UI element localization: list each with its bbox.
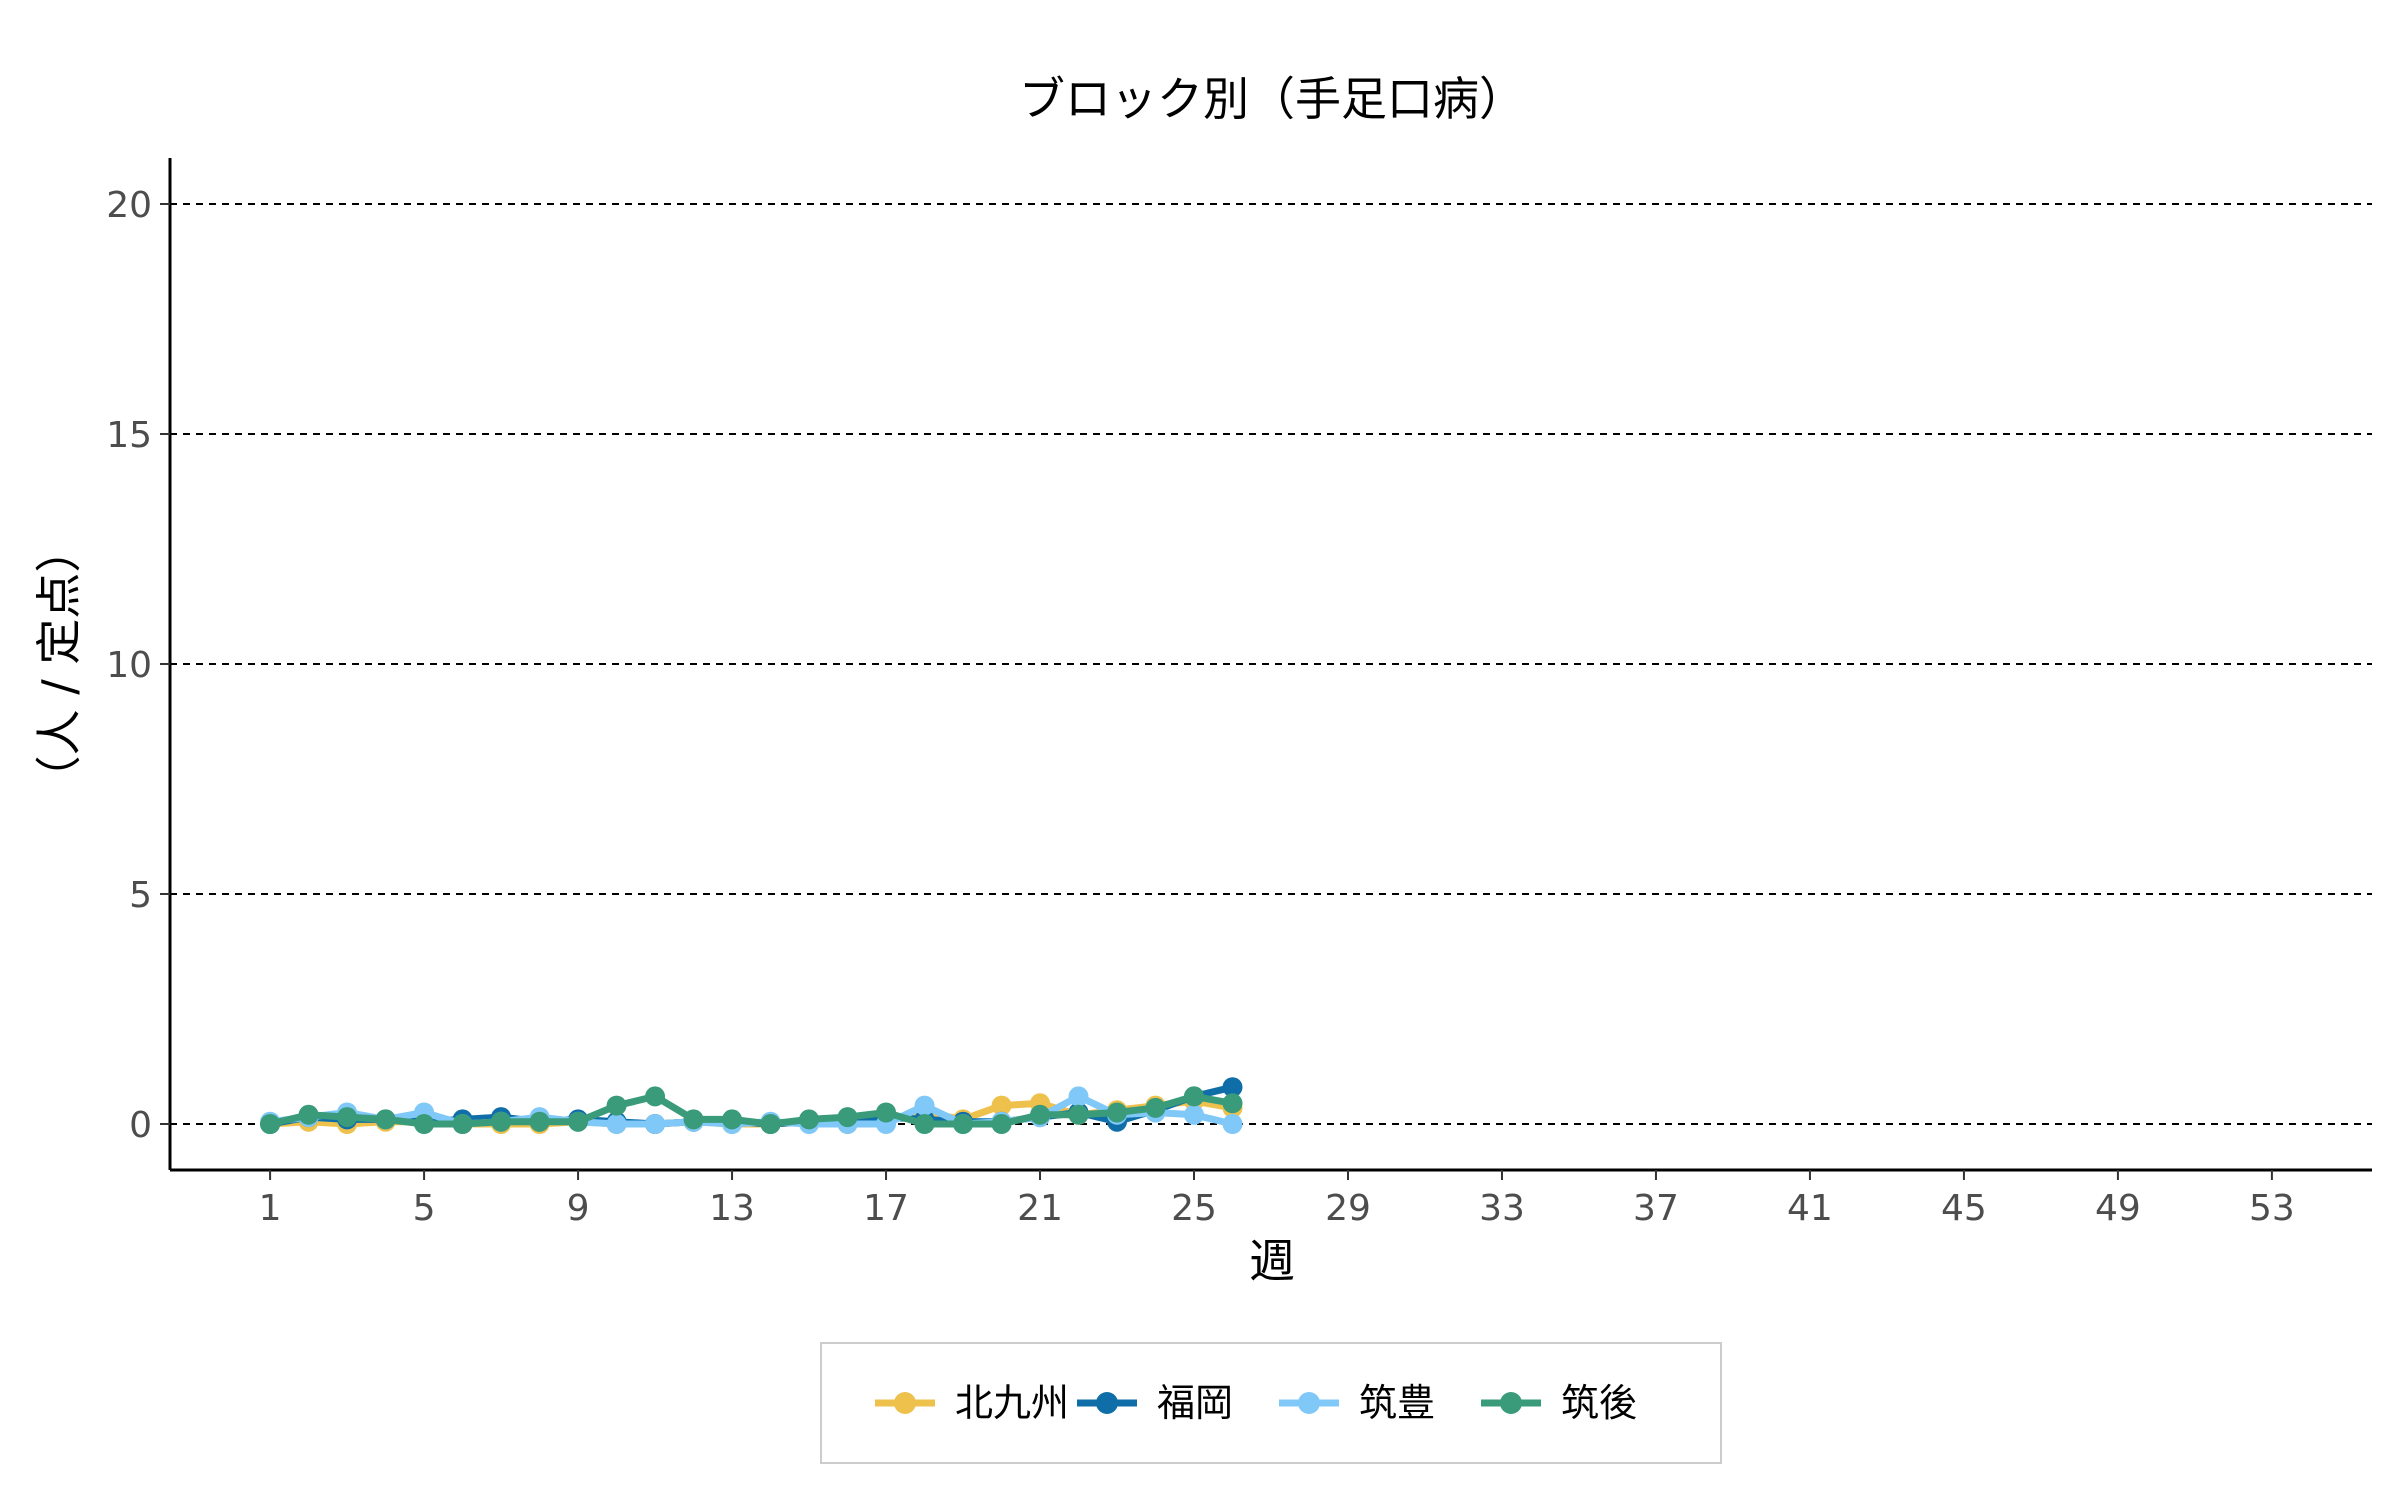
data-point — [991, 1114, 1012, 1134]
data-point — [606, 1095, 627, 1116]
data-point — [799, 1109, 820, 1130]
data-point — [529, 1111, 550, 1132]
data-point — [1107, 1102, 1128, 1123]
data-point — [1184, 1086, 1205, 1107]
legend-swatch-point — [1096, 1392, 1118, 1414]
data-point — [414, 1114, 435, 1134]
series-group — [260, 1077, 1243, 1134]
data-point — [375, 1109, 396, 1130]
legend-frame — [820, 1342, 1722, 1464]
y-tick-label: 0 — [129, 1105, 152, 1146]
x-axis-ticks: 1 5 9 13 17 21 25 29 33 37 41 45 49 53 — [259, 1170, 2295, 1229]
legend-items: 北九州 福岡 筑豊 筑後 — [875, 1381, 1637, 1425]
x-tick-label: 5 — [413, 1188, 436, 1229]
legend-swatch-point — [1500, 1392, 1522, 1414]
y-axis-ticks: 0 5 10 15 20 — [106, 185, 170, 1146]
data-point — [1184, 1104, 1205, 1125]
data-point — [298, 1104, 319, 1125]
chart-title: ブロック別（手足口病） — [1019, 72, 1525, 126]
data-point — [914, 1095, 935, 1116]
x-tick-label: 41 — [1787, 1188, 1833, 1229]
data-point — [953, 1114, 974, 1134]
x-tick-label: 1 — [259, 1188, 282, 1229]
data-point — [568, 1111, 589, 1132]
y-tick-label: 5 — [129, 875, 152, 916]
data-point — [722, 1109, 743, 1130]
y-tick-label: 20 — [106, 185, 152, 226]
legend-label: 筑後 — [1561, 1381, 1637, 1425]
data-point — [837, 1107, 858, 1128]
x-tick-label: 9 — [567, 1188, 590, 1229]
x-tick-label: 25 — [1171, 1188, 1217, 1229]
series-筑後 — [260, 1086, 1243, 1134]
data-point — [1068, 1086, 1089, 1107]
x-tick-label: 49 — [2095, 1188, 2141, 1229]
data-point — [645, 1114, 666, 1134]
data-point — [760, 1114, 781, 1134]
legend-swatch-point — [1298, 1392, 1320, 1414]
x-axis-title: 週 — [1249, 1234, 1295, 1288]
data-point — [260, 1114, 281, 1134]
data-point — [491, 1111, 512, 1132]
legend-label: 筑豊 — [1359, 1381, 1435, 1425]
data-point — [914, 1114, 935, 1134]
y-tick-label: 10 — [106, 645, 152, 686]
x-tick-label: 37 — [1633, 1188, 1679, 1229]
data-point — [337, 1107, 358, 1128]
x-tick-label: 13 — [709, 1188, 755, 1229]
y-axis-title: （人 / 定点） — [32, 527, 86, 802]
x-tick-label: 29 — [1325, 1188, 1371, 1229]
x-tick-label: 33 — [1479, 1188, 1525, 1229]
gridlines — [170, 203, 2372, 1125]
legend-item: 筑後 — [1481, 1381, 1637, 1425]
data-point — [683, 1109, 704, 1130]
x-tick-label: 21 — [1017, 1188, 1063, 1229]
data-point — [1222, 1114, 1243, 1134]
data-point — [1222, 1093, 1243, 1114]
legend-item: 福岡 — [1077, 1381, 1233, 1425]
data-point — [991, 1095, 1012, 1116]
x-tick-label: 17 — [863, 1188, 909, 1229]
legend: 北九州 福岡 筑豊 筑後 — [820, 1342, 1722, 1464]
data-point — [645, 1086, 666, 1107]
data-point — [1145, 1097, 1166, 1118]
data-point — [1030, 1104, 1051, 1125]
data-point — [606, 1114, 627, 1134]
legend-swatch-point — [894, 1392, 916, 1414]
data-point — [1068, 1104, 1089, 1125]
legend-label: 北九州 — [955, 1381, 1069, 1425]
x-tick-label: 45 — [1941, 1188, 1987, 1229]
data-point — [452, 1114, 473, 1134]
legend-item: 北九州 — [875, 1381, 1069, 1425]
y-tick-label: 15 — [106, 415, 152, 456]
x-tick-label: 53 — [2249, 1188, 2295, 1229]
data-point — [876, 1102, 897, 1123]
legend-item: 筑豊 — [1279, 1381, 1435, 1425]
legend-label: 福岡 — [1157, 1381, 1233, 1425]
data-point — [1222, 1077, 1243, 1098]
